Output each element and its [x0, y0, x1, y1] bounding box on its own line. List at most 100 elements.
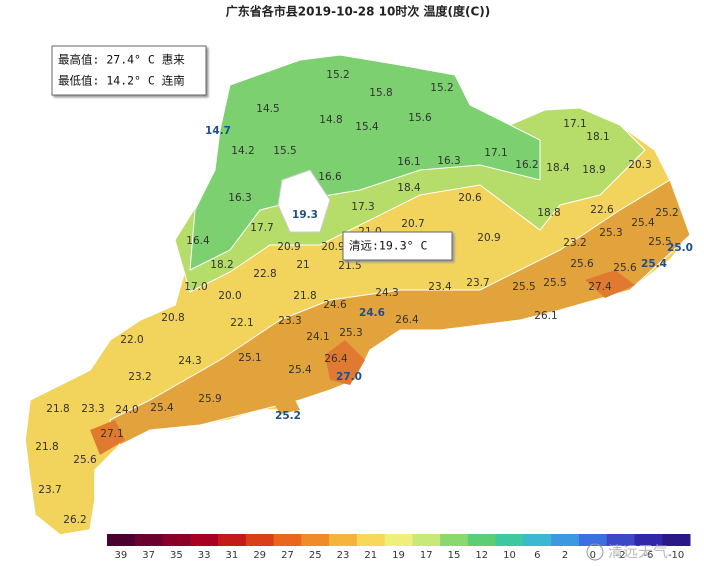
- temperature-label: 21: [296, 259, 309, 271]
- temperature-label: 20.9: [277, 241, 300, 253]
- scale-label: 17: [420, 550, 433, 561]
- color-scale: 39 37 35 33 31 29 27 25 23 21 19 17 15 12 10 6 2 0 -2 -6 -10: [107, 534, 691, 561]
- color-swatch: [107, 534, 136, 546]
- color-swatch: [273, 534, 302, 546]
- temperature-label: 18.9: [582, 164, 605, 176]
- color-swatch: [551, 534, 580, 546]
- temperature-label: 20.7: [401, 218, 424, 230]
- scale-label: 6: [534, 550, 540, 561]
- temperature-label: 15.5: [273, 145, 296, 157]
- color-swatch: [440, 534, 469, 546]
- temperature-label: 25.5: [648, 236, 671, 248]
- temperature-label: 15.2: [326, 69, 349, 81]
- temperature-label: 25.5: [512, 281, 535, 293]
- temperature-label: 17.0: [184, 281, 207, 293]
- temperature-label: 25.6: [570, 258, 594, 270]
- tooltip-frame: [342, 231, 453, 261]
- blank-region: [277, 169, 331, 233]
- temperature-label: 24.0: [115, 404, 138, 416]
- temperature-label: 25.1: [238, 352, 261, 364]
- cold-region: [189, 54, 541, 271]
- temperature-label: 25.4: [150, 402, 174, 414]
- temperature-label: 23.7: [38, 484, 61, 496]
- temperature-label: 20.9: [321, 241, 344, 253]
- color-swatch: [662, 534, 691, 546]
- temperature-label: 25.2: [275, 410, 301, 422]
- scale-label: 2: [562, 550, 568, 561]
- hot-spot: [585, 270, 635, 298]
- scale-label: 23: [337, 550, 350, 561]
- temperature-label: 25.6: [73, 454, 97, 466]
- temperature-label: 21.8: [46, 403, 69, 415]
- temperature-label: 18.4: [546, 162, 570, 174]
- temperature-label: 17.1: [484, 147, 507, 159]
- temperature-label: 14.8: [319, 114, 342, 126]
- temperature-label: 18.4: [397, 182, 421, 194]
- hot-spot: [325, 340, 365, 385]
- temperature-label: 22.6: [590, 204, 614, 216]
- temperature-label: 25.4: [631, 217, 655, 229]
- min-value: 最低值: 14.2° C 连南: [58, 74, 185, 88]
- map-title: 广东省各市县2019-10-28 10时次 温度(度(C)): [226, 4, 491, 19]
- temperature-label: 22.8: [253, 268, 276, 280]
- temperature-label: 14.2: [231, 145, 254, 157]
- scale-label: 27: [281, 550, 294, 561]
- temperature-label: 25.3: [599, 227, 622, 239]
- temperature-label: 24.6: [323, 299, 347, 311]
- temperature-label: 18.8: [537, 207, 560, 219]
- scale-label: -2: [616, 550, 626, 561]
- temperature-label: 14.5: [256, 103, 279, 115]
- temperature-label: 21.5: [338, 260, 361, 272]
- color-swatch: [218, 534, 247, 546]
- temperature-label: 22.0: [120, 334, 143, 346]
- temperature-label: 18.1: [586, 131, 609, 143]
- temperature-label: 27.4: [588, 281, 612, 293]
- scale-label: 12: [475, 550, 488, 561]
- color-swatch: [412, 534, 441, 546]
- temperature-label: 20.6: [458, 192, 482, 204]
- scale-label: 19: [392, 550, 405, 561]
- color-swatch: [495, 534, 524, 546]
- temperature-label: 16.6: [318, 171, 342, 183]
- temperature-label: 25.2: [655, 207, 678, 219]
- temperature-label: 23.3: [278, 315, 301, 327]
- temperature-label: 25.6: [613, 262, 637, 274]
- scale-label: 10: [503, 550, 516, 561]
- tooltip-text: 清远:19.3° C: [349, 239, 427, 253]
- color-swatch: [606, 534, 635, 546]
- scale-label: -10: [668, 550, 684, 561]
- temperature-label: 20.0: [218, 290, 241, 302]
- temperature-label: 25.5: [543, 277, 566, 289]
- scale-label: 0: [590, 550, 596, 561]
- temperature-label: 17.1: [563, 118, 586, 130]
- temperature-label: 16.4: [186, 235, 210, 247]
- scale-label: 25: [309, 550, 322, 561]
- temperature-label: 24.3: [178, 355, 201, 367]
- island: [275, 400, 300, 414]
- color-swatch: [578, 534, 608, 546]
- max-value: 最高值: 27.4° C 惠来: [58, 53, 185, 67]
- hot-spot: [90, 420, 125, 455]
- temperature-label: 17.7: [250, 222, 273, 234]
- color-swatch: [190, 534, 219, 546]
- watermark: 清远天气: [608, 543, 668, 561]
- temperature-label: 23.2: [563, 237, 586, 249]
- temperature-label: 26.4: [324, 353, 348, 365]
- watermark-icon: [586, 543, 604, 561]
- map-shapes: [24, 54, 691, 536]
- temperature-label: 25.3: [339, 327, 362, 339]
- temperature-label: 25.4: [288, 364, 312, 376]
- scale-label: 21: [364, 550, 377, 561]
- color-swatch: [301, 534, 330, 546]
- temperature-label: 16.3: [228, 192, 251, 204]
- scale-label: 37: [142, 550, 155, 561]
- temperature-label: 24.3: [375, 287, 398, 299]
- temperature-label: 25.0: [667, 242, 693, 254]
- color-swatch: [134, 534, 164, 546]
- temperature-label: 23.2: [128, 371, 151, 383]
- scale-label: 29: [253, 550, 266, 561]
- temperature-label: 15.8: [369, 87, 392, 99]
- temperature-label: 25.9: [198, 393, 221, 405]
- temperature-label: 26.1: [534, 310, 557, 322]
